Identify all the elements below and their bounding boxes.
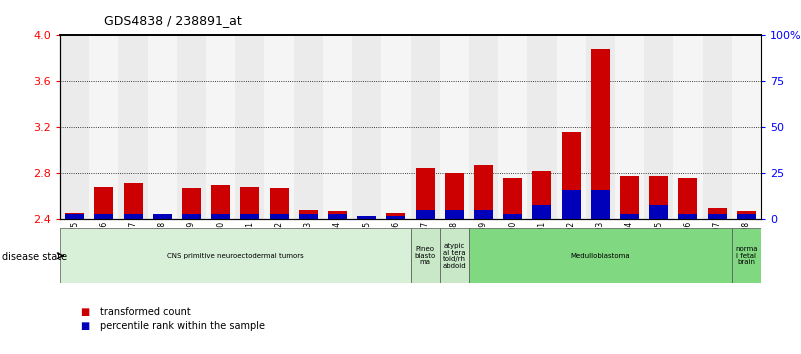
Bar [503,214,522,219]
Bar [211,185,230,219]
Bar [620,214,639,219]
Bar [235,35,264,219]
Bar [65,212,84,219]
Bar [440,35,469,219]
Bar [707,208,727,219]
Text: Medulloblastoma: Medulloblastoma [570,253,630,259]
Bar [469,228,732,283]
Bar [381,35,410,219]
Bar [732,35,761,219]
Bar [270,188,288,219]
Bar [445,173,464,219]
Bar [533,205,551,219]
Bar [386,216,405,219]
Bar [206,35,235,219]
Bar [323,35,352,219]
Bar [60,35,89,219]
Bar [182,214,201,219]
Bar [650,205,668,219]
Bar [737,214,756,219]
Bar [410,228,440,283]
Bar [95,214,114,219]
Bar [503,178,522,219]
Bar [533,171,551,219]
Text: percentile rank within the sample: percentile rank within the sample [100,321,265,331]
Bar [707,214,727,219]
Bar [678,214,698,219]
Bar [123,214,143,219]
Bar [527,35,557,219]
Bar [240,187,260,219]
Bar [328,211,347,219]
Bar [153,215,171,219]
Bar [147,35,177,219]
Bar [123,183,143,219]
Bar [586,35,615,219]
Bar [352,35,381,219]
Bar [270,214,288,219]
Bar [240,214,260,219]
Bar [702,35,732,219]
Bar [440,228,469,283]
Bar [445,210,464,219]
Bar [65,214,84,219]
Text: Pineo
blasto
ma: Pineo blasto ma [414,246,436,265]
Bar [591,49,610,219]
Bar [357,216,376,219]
Bar [416,168,435,219]
Bar [732,228,761,283]
Bar [650,176,668,219]
Text: CNS primitive neuroectodermal tumors: CNS primitive neuroectodermal tumors [167,253,304,259]
Bar [562,190,581,219]
Bar [357,216,376,219]
Text: atypic
al tera
toid/rh
abdoid: atypic al tera toid/rh abdoid [442,243,466,269]
Bar [328,214,347,219]
Bar [119,35,147,219]
Bar [410,35,440,219]
Bar [294,35,323,219]
Text: transformed count: transformed count [100,307,191,316]
Bar [469,35,498,219]
Bar [620,176,639,219]
Bar [557,35,586,219]
Bar [299,214,318,219]
Bar [95,187,114,219]
Bar [674,35,702,219]
Bar [416,210,435,219]
Bar [60,228,410,283]
Bar [177,35,206,219]
Bar [678,178,698,219]
Bar [89,35,119,219]
Bar [498,35,527,219]
Text: ■: ■ [80,321,90,331]
Text: disease state: disease state [2,252,67,262]
Bar [644,35,674,219]
Text: GDS4838 / 238891_at: GDS4838 / 238891_at [104,14,242,27]
Bar [474,210,493,219]
Bar [386,212,405,219]
Bar [153,214,171,219]
Bar [211,214,230,219]
Bar [591,190,610,219]
Bar [474,165,493,219]
Bar [264,35,294,219]
Bar [562,132,581,219]
Text: norma
l fetal
brain: norma l fetal brain [735,246,758,265]
Bar [737,211,756,219]
Bar [182,188,201,219]
Bar [299,210,318,219]
Bar [615,35,644,219]
Text: ■: ■ [80,307,90,316]
